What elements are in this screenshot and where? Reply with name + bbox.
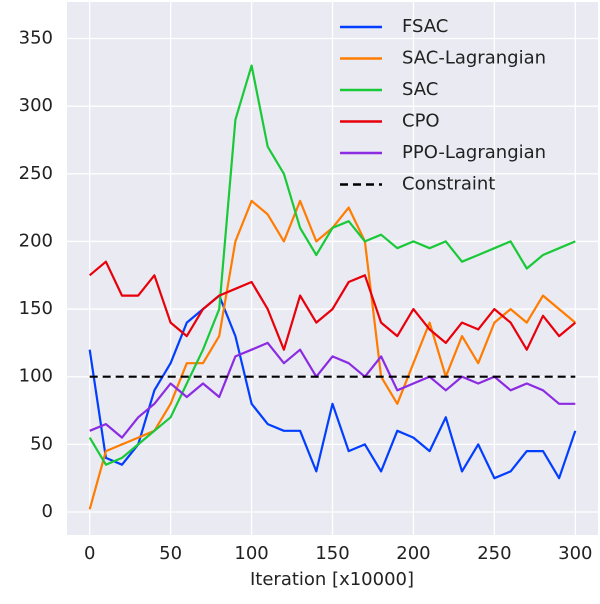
x-tick-label: 300 [558, 543, 592, 564]
y-tick-label: 300 [19, 95, 53, 116]
y-tick-label: 250 [19, 163, 53, 184]
x-tick-label: 50 [159, 543, 182, 564]
y-tick-label: 200 [19, 230, 53, 251]
x-tick-label: 0 [84, 543, 95, 564]
legend-label: FSAC [402, 16, 448, 37]
legend-label: SAC [402, 79, 438, 100]
x-tick-label: 250 [477, 543, 511, 564]
x-tick-label: 200 [396, 543, 430, 564]
y-tick-label: 50 [30, 433, 53, 454]
x-axis-label: Iteration [x10000] [250, 569, 414, 590]
series-line [88, 260, 577, 351]
legend-label: CPO [402, 111, 440, 132]
x-tick-label: 150 [315, 543, 349, 564]
y-tick-label: 0 [42, 501, 53, 522]
legend-label: PPO-Lagrangian [402, 142, 546, 163]
legend-label: SAC-Lagrangian [402, 48, 546, 69]
legend-label: Constraint [402, 174, 495, 195]
y-tick-label: 350 [19, 28, 53, 49]
x-tick-label: 100 [234, 543, 268, 564]
y-tick-label: 100 [19, 366, 53, 387]
series-line [88, 64, 576, 466]
series-line [88, 294, 577, 480]
y-tick-label: 150 [19, 298, 53, 319]
